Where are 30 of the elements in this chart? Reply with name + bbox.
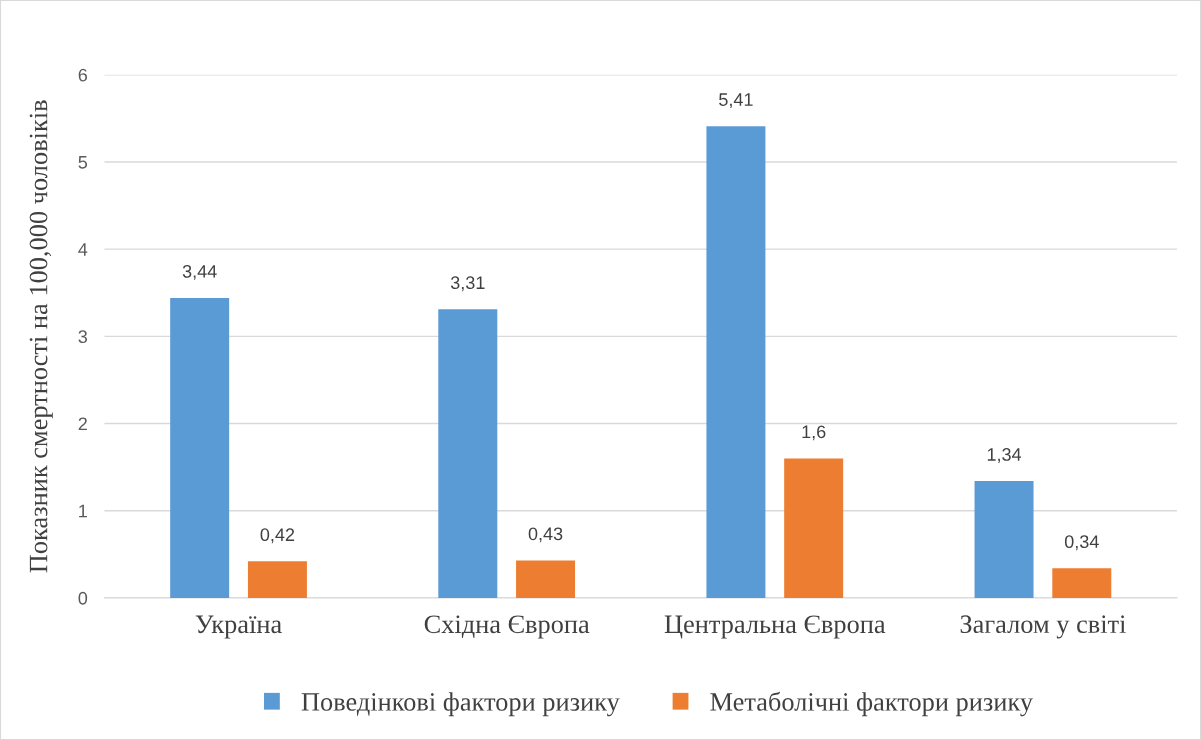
data-label: 1,34: [987, 448, 1022, 463]
data-label: 0,43: [528, 527, 563, 543]
y-tick-label: 1: [79, 504, 87, 518]
y-tick-label: 6: [78, 68, 88, 82]
bar: [1052, 568, 1112, 598]
x-tick-label: Східна Європа: [424, 615, 590, 639]
bar: [974, 481, 1034, 598]
data-label: 3,31: [450, 276, 485, 292]
y-tick-label: 4: [78, 243, 88, 256]
y-tick-label: 0: [78, 591, 88, 605]
data-label: 0,42: [260, 528, 295, 544]
y-tick-label: 2: [78, 417, 87, 431]
data-label: 1,6: [802, 425, 826, 441]
y-tick-label: 5: [78, 156, 88, 169]
legend-label: Метаболічні фактори ризику: [710, 691, 1033, 717]
x-tick-label: Україна: [195, 615, 282, 639]
bar: [706, 126, 766, 598]
y-axis-title: Показник смертності на 100,000 чоловіків: [29, 100, 53, 573]
data-label: 3,44: [182, 264, 217, 280]
x-tick-label: Центральна Європа: [664, 615, 886, 639]
bar: [784, 458, 844, 598]
x-tick-label: Загалом у світі: [960, 615, 1126, 639]
bar: [516, 560, 576, 598]
bar: [247, 561, 307, 598]
bar: [438, 309, 498, 598]
legend-label: Поведінкові фактори ризику: [301, 692, 620, 717]
data-label: 5,41: [719, 93, 753, 109]
data-label: 0,34: [1064, 535, 1099, 551]
bar: [170, 297, 230, 598]
y-tick-label: 3: [78, 330, 88, 344]
